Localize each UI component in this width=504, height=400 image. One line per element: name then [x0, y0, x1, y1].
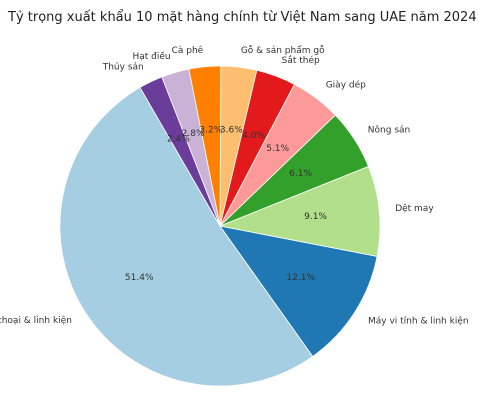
pie-slice-thuy-san [139, 76, 221, 227]
pct-label-ca-phe: 3.2% [199, 125, 222, 135]
slice-label-ca-phe: Cà phê [172, 45, 204, 56]
slice-label-go-san-pham-go: Gỗ & sản phẩm gỗ [241, 45, 325, 56]
slice-label-hat-dieu: Hạt điều [132, 51, 170, 62]
pct-label-dien-thoai-linh-kien: 51.4% [125, 273, 154, 283]
slice-label-giay-dep: Giày dép [326, 79, 366, 90]
slice-label-det-may: Dệt may [395, 203, 434, 214]
chart-title: Tỷ trọng xuất khẩu 10 mặt hàng chính từ … [8, 10, 477, 25]
pct-label-thuy-san: 2.4% [167, 134, 190, 144]
slice-label-may-vi-tinh-linh-kien: Máy vi tính & linh kiện [368, 315, 469, 326]
slice-label-thuy-san: Thủy sản [102, 61, 144, 72]
pct-label-may-vi-tinh-linh-kien: 12.1% [286, 273, 315, 283]
pct-label-sat-thep: 4.0% [242, 131, 265, 141]
slice-label-dien-thoai-linh-kien: Điện thoại & linh kiện [0, 315, 72, 326]
pct-label-det-may: 9.1% [304, 212, 327, 222]
pct-label-hat-dieu: 2.8% [182, 129, 205, 139]
slice-label-sat-thep: Sắt thép [282, 55, 320, 66]
pie-slice-det-may [218, 165, 381, 257]
pie-slice-dien-thoai-linh-kien [59, 86, 314, 387]
pie-slices [59, 65, 381, 387]
pie-slice-may-vi-tinh-linh-kien [219, 225, 378, 357]
pie-labels: 51.4% Điện thoại & linh kiện 12.1% Máy vi t… [0, 45, 469, 326]
slice-label-nong-san: Nông sản [368, 124, 410, 135]
pct-label-giay-dep: 5.1% [266, 144, 289, 154]
pct-label-nong-san: 6.1% [289, 169, 312, 179]
pct-label-go-san-pham-go: 3.6% [220, 126, 243, 136]
